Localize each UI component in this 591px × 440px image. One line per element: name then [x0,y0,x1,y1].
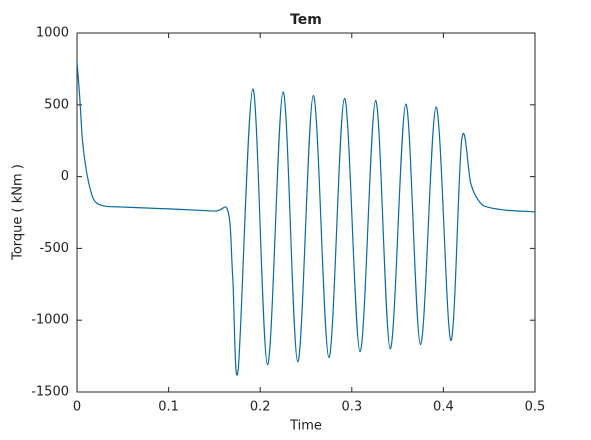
x-tick-label: 0.1 [158,400,179,415]
chart-title: Tem [290,12,322,28]
y-tick-label: -1500 [31,385,69,400]
data-line [76,61,536,376]
y-tick-label: 1000 [36,26,69,41]
x-tick-label: 0.3 [341,400,362,415]
x-tick-label: 0.5 [525,400,546,415]
y-tick-label: 0 [61,169,69,184]
y-tick-label: -500 [39,241,69,256]
y-axis-label: Torque ( kNm ) [11,164,26,261]
x-tick-label: 0.2 [250,400,271,415]
y-tick-label: 500 [44,97,69,112]
x-tick-label: 0.4 [433,400,454,415]
x-axis-label: Time [289,419,322,434]
plot-frame [76,32,536,393]
y-tick-label: -1000 [31,313,69,328]
x-tick-label: 0 [73,400,81,415]
